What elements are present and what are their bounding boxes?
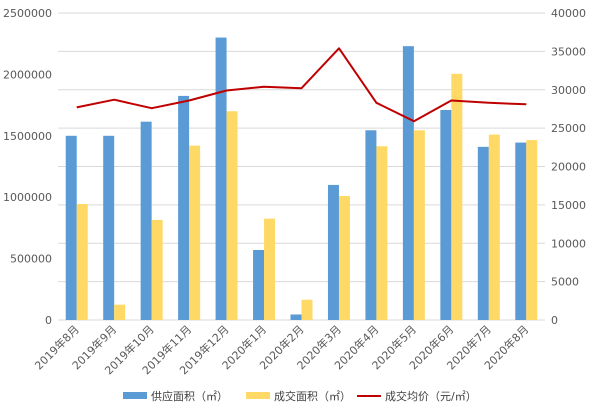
legend-label: 成交均价（元/㎡）	[385, 389, 477, 403]
legend-swatch	[123, 392, 147, 399]
bar-sold-area	[301, 299, 313, 320]
bar-supply-area	[103, 135, 115, 320]
bar-sold-area	[338, 195, 350, 320]
y-axis-left: 0 500000 1000000 1500000 2000000 2500000	[3, 7, 52, 327]
y-left-tick-label: 2000000	[3, 68, 52, 81]
bar-supply-area	[290, 314, 302, 320]
y-left-tick-label: 1000000	[3, 191, 52, 204]
bar-sold-area	[413, 130, 425, 320]
y-left-tick-label: 2500000	[3, 7, 52, 20]
y-right-tick-label: 10000	[551, 237, 586, 250]
bar-supply-area	[178, 95, 190, 320]
y-right-tick-label: 25000	[551, 122, 586, 135]
bar-supply-area	[215, 37, 227, 321]
bar-supply-area	[402, 46, 414, 320]
bar-sold-area	[376, 146, 388, 320]
y-axis-right: 0 5000 10000 15000 20000 25000 30000 35000 40000	[551, 7, 586, 327]
bars	[65, 37, 538, 321]
bar-sold-area	[189, 145, 201, 320]
legend: 供应面积（㎡） 成交面积（㎡） 成交均价（元/㎡）	[123, 389, 477, 403]
bar-sold-area	[76, 203, 88, 320]
bar-supply-area	[327, 184, 339, 320]
y-left-tick-label: 0	[45, 314, 52, 327]
y-left-tick-label: 1500000	[3, 130, 52, 143]
bar-sold-area	[151, 219, 163, 320]
bar-supply-area	[515, 142, 527, 320]
bar-sold-area	[526, 140, 538, 320]
bar-supply-area	[477, 146, 489, 320]
y-right-tick-label: 15000	[551, 199, 586, 212]
legend-swatch	[246, 392, 270, 399]
bar-sold-area	[226, 111, 238, 321]
legend-label: 供应面积（㎡）	[151, 389, 228, 403]
y-right-tick-label: 40000	[551, 7, 586, 20]
bar-sold-area	[451, 73, 463, 320]
bar-supply-area	[140, 121, 152, 320]
bar-sold-area	[488, 134, 500, 320]
gridlines	[58, 12, 545, 321]
bar-sold-area	[114, 304, 126, 320]
x-axis: 2019年8月2019年9月2019年10月2019年11月2019年12月20…	[32, 322, 532, 377]
bar-supply-area	[65, 135, 77, 320]
bar-sold-area	[264, 218, 276, 320]
y-right-tick-label: 35000	[551, 45, 586, 58]
line-avg-price	[76, 47, 527, 123]
y-right-tick-label: 30000	[551, 84, 586, 97]
y-right-tick-label: 5000	[551, 276, 579, 289]
y-right-tick-label: 20000	[551, 161, 586, 174]
bar-supply-area	[440, 110, 452, 321]
legend-label: 成交面积（㎡）	[274, 389, 351, 403]
bar-supply-area	[253, 250, 265, 320]
bar-supply-area	[365, 130, 377, 320]
y-left-tick-label: 500000	[10, 253, 52, 266]
price-line	[76, 47, 527, 123]
y-right-tick-label: 0	[551, 314, 558, 327]
